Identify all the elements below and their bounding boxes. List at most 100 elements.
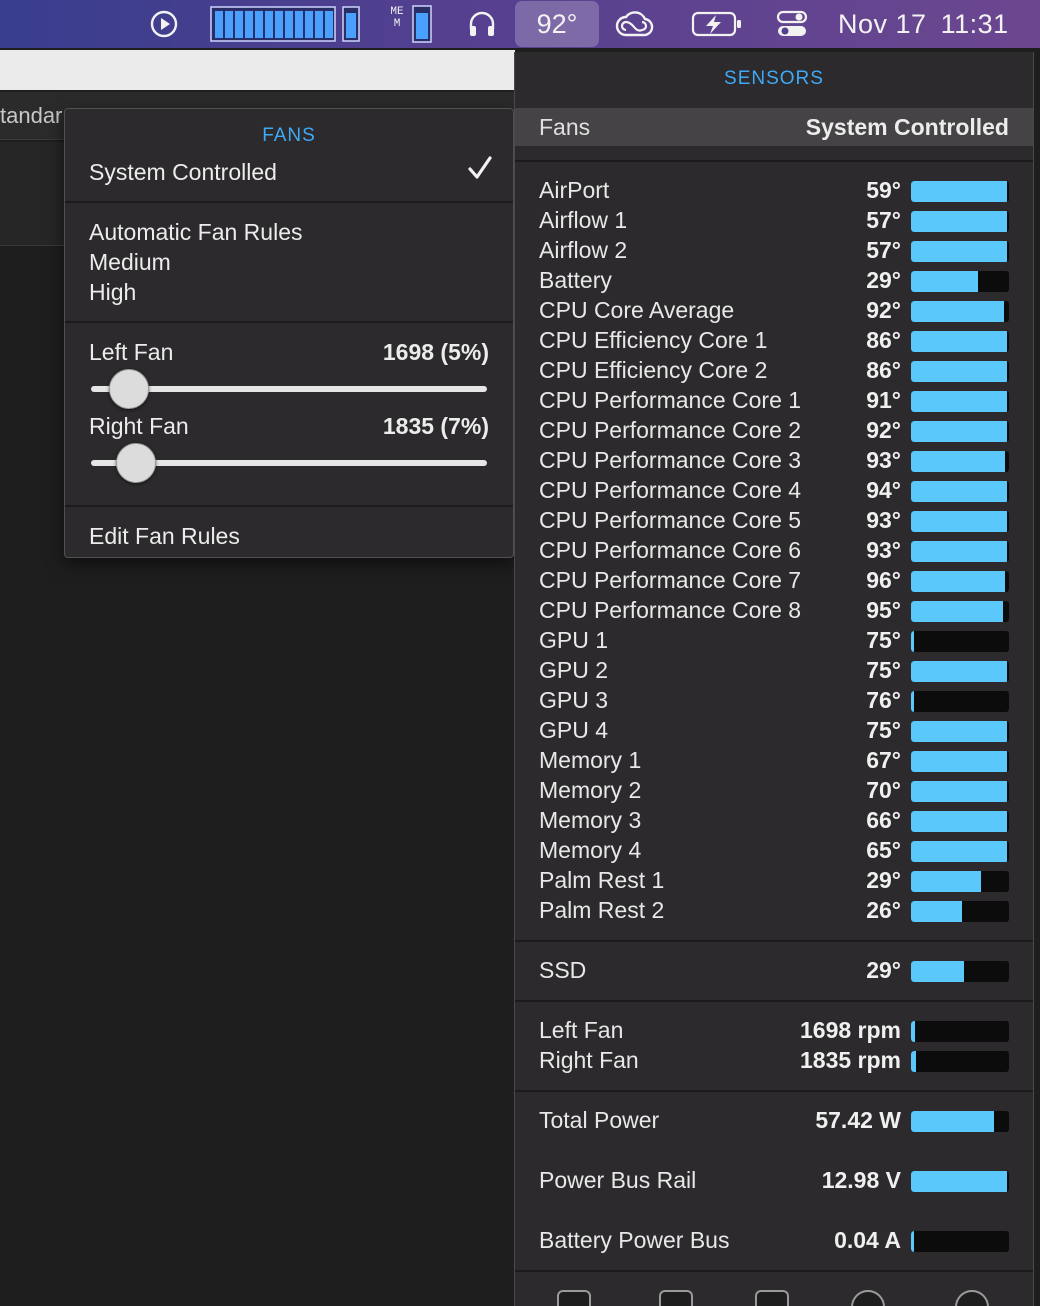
right-fan-slider-thumb[interactable] — [115, 443, 156, 483]
sensor-value: 94° — [866, 477, 901, 503]
sensor-row-right-fan[interactable]: Right Fan 1835 rpm — [515, 1047, 1033, 1077]
sensor-level-bar — [911, 961, 1009, 982]
sensor-value: 76° — [866, 687, 901, 713]
sensor-row-gpu-1[interactable]: GPU 1 75° — [515, 627, 1033, 657]
sensor-row-cpu-performance-core-4[interactable]: CPU Performance Core 4 94° — [515, 477, 1033, 507]
cpu-history-icon[interactable] — [210, 0, 364, 48]
sensor-row-battery-power-bus[interactable]: Battery Power Bus 0.04 A — [515, 1227, 1033, 1257]
sensor-row-cpu-efficiency-core-2[interactable]: CPU Efficiency Core 2 86° — [515, 357, 1033, 387]
menu-bar: MEM 92° Nov 17 11:31 — [0, 0, 1040, 48]
menu-item-system-controlled[interactable]: System Controlled — [89, 159, 277, 185]
sensor-level-bar — [911, 541, 1009, 562]
sensor-row-total-power[interactable]: Total Power 57.42 W — [515, 1107, 1033, 1137]
sensor-value: 70° — [866, 777, 901, 803]
sensor-row-airport[interactable]: AirPort 59° — [515, 177, 1033, 207]
creative-cloud-icon[interactable] — [612, 0, 656, 48]
sensor-row-palm-rest-2[interactable]: Palm Rest 2 26° — [515, 897, 1033, 927]
sensor-row-palm-rest-1[interactable]: Palm Rest 1 29° — [515, 867, 1033, 897]
console-icon[interactable] — [659, 1290, 693, 1306]
sensor-name: SSD — [539, 957, 587, 983]
sensor-level-fill — [911, 241, 1008, 262]
menu-separator — [65, 321, 513, 323]
sensor-level-bar — [911, 751, 1009, 772]
sensor-level-fill — [911, 1171, 1008, 1192]
sensor-row-memory-1[interactable]: Memory 1 67° — [515, 747, 1033, 777]
sensor-row-gpu-3[interactable]: GPU 3 76° — [515, 687, 1033, 717]
terminal-icon[interactable] — [755, 1290, 789, 1306]
sensor-row-cpu-core-average[interactable]: CPU Core Average 92° — [515, 297, 1033, 327]
sensor-level-fill — [911, 541, 1008, 562]
sensor-row-cpu-performance-core-8[interactable]: CPU Performance Core 8 95° — [515, 597, 1033, 627]
sensor-row-gpu-2[interactable]: GPU 2 75° — [515, 657, 1033, 687]
sensor-level-bar — [911, 451, 1009, 472]
sensor-value: 1698 rpm — [799, 1017, 901, 1043]
sensor-row-cpu-performance-core-7[interactable]: CPU Performance Core 7 96° — [515, 567, 1033, 597]
sensor-row-airflow-2[interactable]: Airflow 2 57° — [515, 237, 1033, 267]
sensor-name: Airflow 2 — [539, 237, 628, 263]
activity-monitor-icon[interactable] — [557, 1290, 591, 1306]
sensor-level-bar — [911, 871, 1009, 892]
sensor-row-cpu-performance-core-3[interactable]: CPU Performance Core 3 93° — [515, 447, 1033, 477]
menu-item-automatic-fan-rules[interactable]: Automatic Fan Rules — [89, 219, 303, 245]
fans-menu: FANS System Controlled Automatic Fan Rul… — [64, 108, 514, 558]
fans-header-row[interactable]: Fans System Controlled — [515, 108, 1033, 146]
sensor-level-bar — [911, 331, 1009, 352]
sensor-row-memory-3[interactable]: Memory 3 66° — [515, 807, 1033, 837]
sensor-level-fill — [911, 331, 1008, 352]
sensor-value: 67° — [866, 747, 901, 773]
sensor-row-cpu-efficiency-core-1[interactable]: CPU Efficiency Core 1 86° — [515, 327, 1033, 357]
sensor-level-fill — [911, 781, 1008, 802]
sensor-value: 92° — [866, 297, 901, 323]
sensor-value: 95° — [866, 597, 901, 623]
sensor-name: GPU 3 — [539, 687, 609, 713]
control-center-icon[interactable] — [772, 0, 812, 48]
sensor-row-memory-4[interactable]: Memory 4 65° — [515, 837, 1033, 867]
sensor-row-cpu-performance-core-2[interactable]: CPU Performance Core 2 92° — [515, 417, 1033, 447]
sensor-row-ssd[interactable]: SSD 29° — [515, 957, 1033, 987]
section-separator — [515, 1090, 1033, 1092]
menu-item-high[interactable]: High — [89, 279, 137, 305]
system-info-icon[interactable] — [955, 1290, 989, 1306]
sensor-row-power-bus-rail[interactable]: Power Bus Rail 12.98 V — [515, 1167, 1033, 1197]
sensor-row-left-fan[interactable]: Left Fan 1698 rpm — [515, 1017, 1033, 1047]
sensor-name: CPU Performance Core 2 — [539, 417, 802, 443]
memory-gauge-icon[interactable] — [410, 0, 434, 48]
sensor-value: 65° — [866, 837, 901, 863]
sensor-name: AirPort — [539, 177, 610, 203]
sensor-value: 93° — [866, 507, 901, 533]
sensor-level-bar — [911, 271, 1009, 292]
date-label: Nov 17 — [838, 8, 927, 39]
sensor-row-cpu-performance-core-1[interactable]: CPU Performance Core 1 91° — [515, 387, 1033, 417]
right-fan-slider[interactable] — [91, 460, 487, 466]
sensor-level-bar — [911, 571, 1009, 592]
sensor-level-fill — [911, 691, 914, 712]
sensor-level-fill — [911, 481, 1008, 502]
sensor-row-airflow-1[interactable]: Airflow 1 57° — [515, 207, 1033, 237]
disk-utility-icon[interactable] — [851, 1290, 885, 1306]
sensor-level-fill — [911, 511, 1008, 532]
sensor-level-fill — [911, 631, 914, 652]
left-fan-slider-thumb[interactable] — [108, 369, 149, 409]
menu-item-medium[interactable]: Medium — [89, 249, 171, 275]
sensor-row-cpu-performance-core-5[interactable]: CPU Performance Core 5 93° — [515, 507, 1033, 537]
sensor-row-gpu-4[interactable]: GPU 4 75° — [515, 717, 1033, 747]
sensor-level-bar — [911, 661, 1009, 682]
play-circle-icon[interactable] — [146, 0, 182, 48]
left-fan-slider[interactable] — [91, 386, 487, 392]
headphones-icon[interactable] — [462, 0, 502, 48]
sensor-level-fill — [911, 181, 1008, 202]
sensor-level-fill — [911, 601, 1004, 622]
sensor-level-fill — [911, 211, 1008, 232]
sensor-level-bar — [911, 361, 1009, 382]
menu-clock[interactable]: Nov 17 11:31 — [838, 0, 1038, 48]
sensor-row-cpu-performance-core-6[interactable]: CPU Performance Core 6 93° — [515, 537, 1033, 567]
sensor-name: CPU Performance Core 6 — [539, 537, 802, 563]
sensor-name: Memory 2 — [539, 777, 642, 803]
temperature-menu[interactable]: 92° — [515, 1, 599, 47]
sensor-row-battery[interactable]: Battery 29° — [515, 267, 1033, 297]
sensor-row-memory-2[interactable]: Memory 2 70° — [515, 777, 1033, 807]
battery-charging-icon[interactable] — [690, 0, 744, 48]
sensor-name: CPU Performance Core 8 — [539, 597, 802, 623]
sensor-level-fill — [911, 751, 1008, 772]
menu-item-edit-fan-rules[interactable]: Edit Fan Rules — [89, 523, 240, 549]
